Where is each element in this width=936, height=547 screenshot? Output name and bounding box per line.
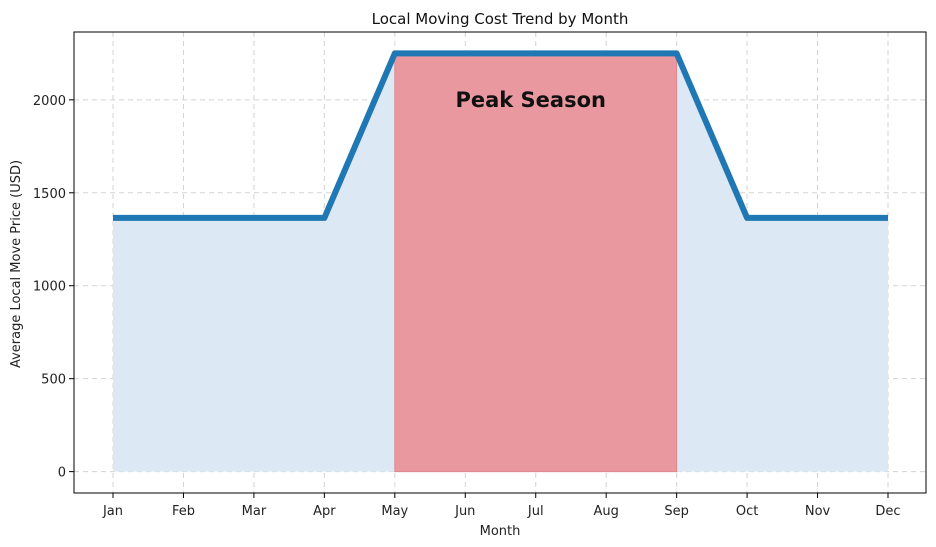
peak-season-band bbox=[394, 52, 678, 473]
x-tick-label: Oct bbox=[736, 504, 758, 519]
peak-season-annotation: Peak Season bbox=[455, 88, 606, 112]
x-tick-label: Dec bbox=[875, 504, 900, 519]
line-layer bbox=[113, 50, 888, 221]
chart-title: Local Moving Cost Trend by Month bbox=[372, 10, 629, 28]
x-tick-label: Apr bbox=[313, 504, 336, 519]
x-tick-label: Jan bbox=[102, 504, 123, 519]
y-tick-label: 1000 bbox=[33, 280, 66, 295]
x-tick-label: Aug bbox=[593, 504, 618, 519]
x-tick-label: Nov bbox=[805, 504, 831, 519]
y-tick-label: 500 bbox=[41, 373, 66, 388]
y-tick-label: 1500 bbox=[33, 187, 66, 202]
x-axis-label: Month bbox=[480, 524, 521, 539]
x-tick-label: Sep bbox=[664, 504, 689, 519]
x-tick-label: Jul bbox=[527, 504, 544, 519]
y-axis-label: Average Local Move Price (USD) bbox=[9, 160, 24, 368]
highlight-layer bbox=[394, 52, 678, 473]
y-axis: 0 500 1000 1500 2000 bbox=[33, 94, 74, 481]
y-tick-label: 2000 bbox=[33, 94, 66, 109]
x-axis: Jan Feb Mar Apr May Jun Jul Aug Sep Oct Nov Dec bbox=[102, 493, 901, 519]
y-tick-label: 0 bbox=[58, 466, 66, 481]
x-tick-label: Mar bbox=[242, 504, 267, 519]
plot-frame bbox=[73, 31, 927, 494]
series-line bbox=[113, 50, 888, 221]
x-tick-label: Feb bbox=[172, 504, 195, 519]
x-tick-label: May bbox=[381, 504, 408, 519]
x-tick-label: Jun bbox=[454, 504, 475, 519]
